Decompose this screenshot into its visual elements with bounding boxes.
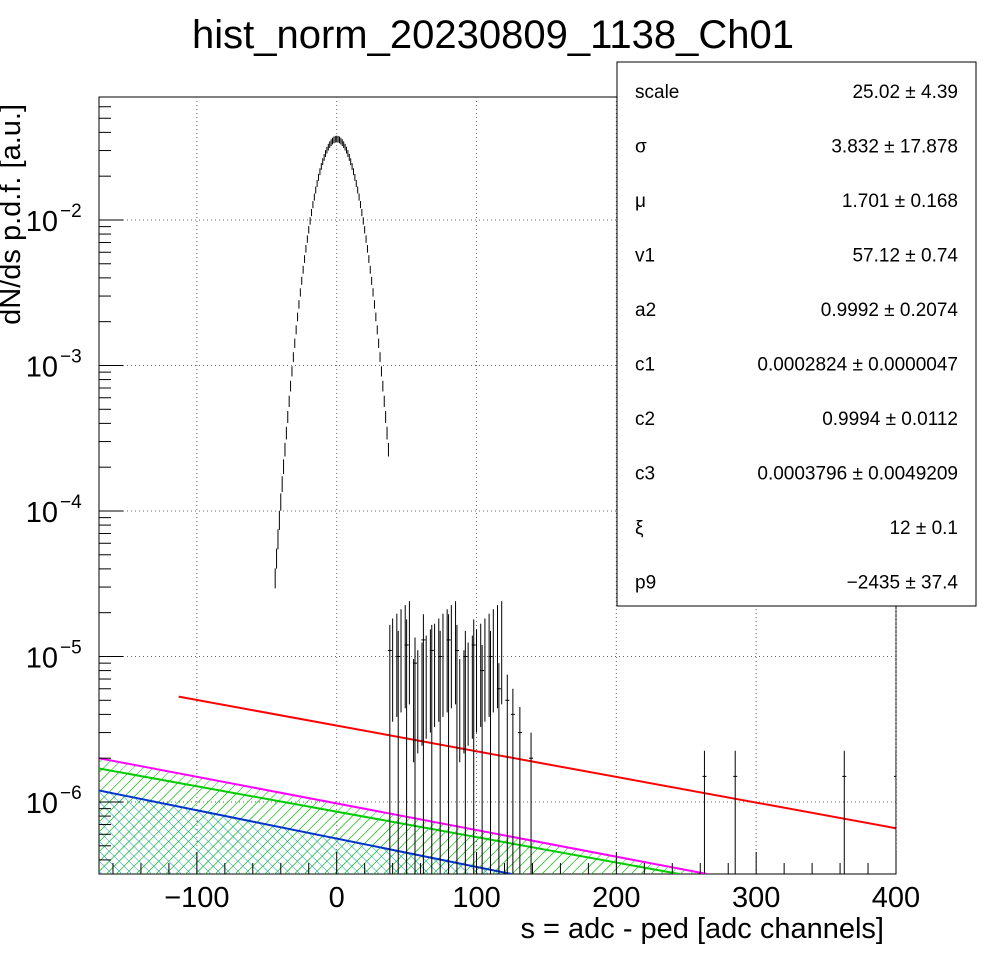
fit-curves [99, 695, 896, 874]
x-ticks: −100 0 100 200 300 400 [112, 852, 920, 914]
x-tick-label: 100 [452, 882, 500, 914]
stats-row-value: 0.0003796 ± 0.0049209 [757, 464, 958, 485]
y-tick-exponent: −2 [60, 201, 82, 222]
stats-row-name: μ [635, 191, 646, 212]
stats-row-value: 1.701 ± 0.168 [842, 191, 958, 212]
fit-curve [99, 767, 680, 874]
stats-row-name: a2 [635, 300, 656, 321]
y-tick-label: 10 [26, 788, 58, 820]
stats-row-name: σ [635, 137, 647, 158]
y-tick-label: 10 [26, 206, 58, 238]
y-tick-label: 10 [26, 497, 58, 529]
stats-row-value: 0.9994 ± 0.0112 [822, 409, 958, 430]
stats-row-value: 57.12 ± 0.74 [852, 246, 958, 267]
y-tick-label: 10 [26, 642, 58, 674]
x-tick-label: 400 [872, 882, 920, 914]
stats-row-value: 3.832 ± 17.878 [831, 137, 958, 158]
x-axis-label: s = adc - ped [adc channels] [520, 913, 884, 945]
y-tick-exponent: −6 [60, 783, 82, 804]
x-tick-label: 0 [329, 882, 345, 914]
stats-row-name: p9 [635, 573, 656, 594]
x-tick-label: −100 [164, 882, 229, 914]
fit-curve [99, 757, 708, 874]
stats-row-name: v1 [635, 246, 655, 267]
histogram-points [274, 135, 896, 874]
stats-row-name: scale [635, 82, 679, 103]
stats-row-value: 0.0002824 ± 0.0000047 [757, 355, 958, 376]
chart-title: hist_norm_20230809_1138_Ch01 [192, 13, 794, 57]
stats-row-name: c1 [635, 355, 655, 376]
y-tick-exponent: −3 [60, 346, 82, 367]
y-ticks: 10−610−510−410−310−2 [26, 96, 123, 861]
stats-row-name: c3 [635, 464, 655, 485]
stats-row-value: 0.9992 ± 0.2074 [821, 300, 959, 321]
stats-row-value: 12 ± 0.1 [889, 518, 958, 539]
y-tick-exponent: −4 [60, 492, 82, 513]
stats-row-name: c2 [635, 409, 655, 430]
x-tick-label: 200 [592, 882, 640, 914]
x-tick-label: 300 [732, 882, 780, 914]
y-tick-exponent: −5 [60, 637, 82, 658]
stats-box: scale 25.02 ± 4.39 σ 3.832 ± 17.878 μ 1.701 ±… [616, 61, 977, 607]
stats-row-value: −2435 ± 37.4 [847, 573, 959, 594]
stats-row-value: 25.02 ± 4.39 [852, 82, 958, 103]
stats-row-name: ξ [635, 518, 644, 539]
fit-curve [99, 789, 512, 874]
y-tick-label: 10 [26, 351, 58, 383]
y-axis-label: dN/ds p.d.f. [a.u.] [0, 104, 27, 325]
fit-curve [178, 695, 896, 830]
